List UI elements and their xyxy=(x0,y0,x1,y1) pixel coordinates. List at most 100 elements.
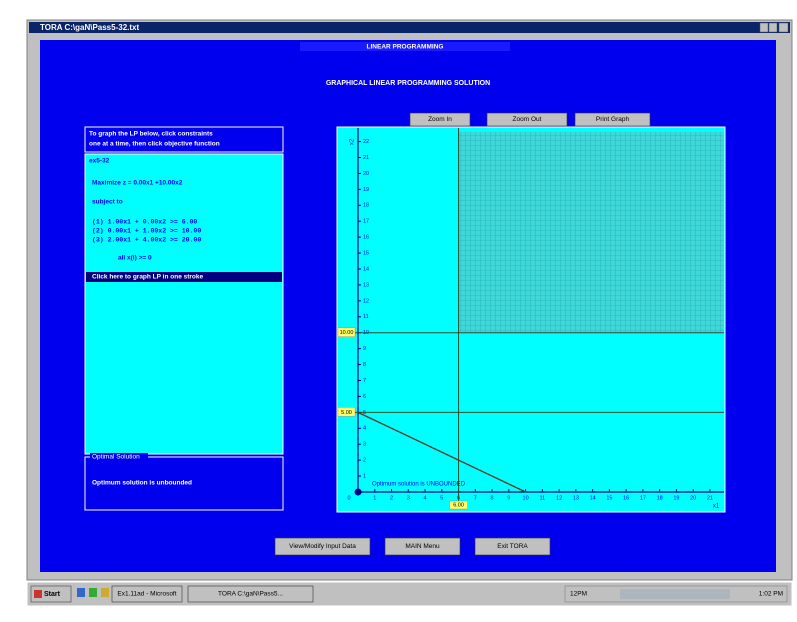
quick-launch-icon[interactable] xyxy=(101,588,109,597)
x-tick-label: 10 xyxy=(523,495,529,501)
x-tick-label: 19 xyxy=(673,495,679,501)
button[interactable] xyxy=(111,585,183,603)
button-label[interactable]: MAIN Menu xyxy=(405,543,440,550)
clock: 1:02 PM xyxy=(759,591,783,598)
constraint[interactable]: (3) 2.00x1 + 4.00x2 >= 20.00 xyxy=(92,237,201,244)
x-tick-label: 21 xyxy=(707,495,713,501)
x-tick-label: 0 xyxy=(347,495,350,501)
optimal-box xyxy=(84,456,284,511)
nonnegativity: all x(i) >= 0 xyxy=(118,255,152,262)
objective[interactable]: Maximize z = 0.00x1 +10.00x2 xyxy=(92,180,183,187)
x-axis-label: x1 xyxy=(713,504,720,510)
button-label[interactable]: Print Graph xyxy=(596,116,630,123)
button-label[interactable]: Zoom Out xyxy=(513,116,542,123)
y-tick-label: 21 xyxy=(363,155,369,161)
app-title-strip xyxy=(300,42,510,51)
origin-dot xyxy=(354,488,362,496)
optimal-title: Optimal Solution xyxy=(92,454,140,461)
marker-label-bg xyxy=(449,500,468,510)
app-title: LINEAR PROGRAMMING xyxy=(367,44,444,51)
x-tick-label: 15 xyxy=(606,495,612,501)
x-tick-label: 14 xyxy=(590,495,596,501)
x-tick-label: 3 xyxy=(407,495,410,501)
marker-label-bg xyxy=(337,327,356,337)
y-tick-label: 16 xyxy=(363,235,369,241)
y-tick-label: 11 xyxy=(363,314,369,320)
marker-label: 5.00 xyxy=(341,410,352,416)
x-tick-label: 4 xyxy=(424,495,427,501)
heading: GRAPHICAL LINEAR PROGRAMMING SOLUTION xyxy=(326,80,490,87)
constraint-line xyxy=(357,411,526,493)
x-tick-label: 20 xyxy=(690,495,696,501)
button[interactable] xyxy=(574,112,651,127)
button[interactable] xyxy=(486,112,568,127)
x-tick-label: 13 xyxy=(573,495,579,501)
tray-icons xyxy=(620,589,730,599)
constraint[interactable]: (1) 1.00x1 + 0.00x2 >= 6.00 xyxy=(92,219,197,226)
button-label[interactable]: Exit TORA xyxy=(497,543,528,550)
x-tick-label: 5 xyxy=(440,495,443,501)
y-tick-label: 9 xyxy=(363,346,366,352)
tray-status: 12PM xyxy=(570,591,587,598)
feasible-region xyxy=(458,132,724,333)
button-label[interactable]: View/Modify Input Data xyxy=(289,543,356,550)
y-tick-label: 18 xyxy=(363,203,369,209)
x-tick-label: 1 xyxy=(373,495,376,501)
subject-to: subject to xyxy=(92,199,123,206)
graph-all[interactable]: Click here to graph LP in one stroke xyxy=(92,274,204,281)
x-tick-label: 7 xyxy=(474,495,477,501)
marker-label: 10.00 xyxy=(340,330,354,336)
instructions-line: one at a time, then click objective func… xyxy=(89,141,220,148)
button[interactable] xyxy=(187,585,314,603)
y-tick-label: 7 xyxy=(363,378,366,384)
start-logo xyxy=(34,590,42,598)
constraint[interactable]: (2) 0.00x1 + 1.00x2 >= 10.00 xyxy=(92,228,201,235)
minimize-button[interactable] xyxy=(759,22,769,33)
graph-note: Optimum solution is UNBOUNDED xyxy=(372,482,466,488)
x-tick-label: 2 xyxy=(390,495,393,501)
maximize-button[interactable] xyxy=(768,22,778,33)
button[interactable] xyxy=(474,537,551,556)
window-title: TORA C:\gaN\Pass5-32.txt xyxy=(40,23,139,32)
close-button[interactable] xyxy=(778,22,789,33)
x-tick-label: 16 xyxy=(623,495,629,501)
instructions-box xyxy=(84,126,284,153)
y-tick-label: 2 xyxy=(363,458,366,464)
x-tick-label: 12 xyxy=(556,495,562,501)
button[interactable] xyxy=(274,537,371,556)
button[interactable] xyxy=(409,112,471,127)
y-tick-label: 14 xyxy=(363,266,369,272)
optimal-text: Optimum solution is unbounded xyxy=(92,480,192,487)
marker-label-bg xyxy=(337,407,356,417)
graph-all-row[interactable] xyxy=(86,272,282,282)
instructions-line: To graph the LP below, click constraints xyxy=(89,131,213,138)
title-bar xyxy=(29,22,790,33)
button[interactable] xyxy=(384,537,461,556)
x-tick-label: 8 xyxy=(491,495,494,501)
y-tick-label: 15 xyxy=(363,251,369,257)
start-label[interactable]: Start xyxy=(44,591,61,598)
x-tick-label: 9 xyxy=(507,495,510,501)
quick-launch-icon[interactable] xyxy=(77,588,85,597)
button-label[interactable]: Zoom In xyxy=(428,116,452,123)
x-tick-label: 17 xyxy=(640,495,646,501)
y-tick-label: 12 xyxy=(363,298,369,304)
optimal-title-bg xyxy=(90,453,148,461)
y-tick-label: 17 xyxy=(363,219,369,225)
y-tick-label: 1 xyxy=(363,474,366,480)
button-label[interactable]: TORA C:\gaN\Pass5... xyxy=(218,591,283,598)
y-axis-label: x2 xyxy=(350,138,356,145)
model-list[interactable] xyxy=(84,153,284,455)
y-tick-label: 19 xyxy=(363,187,369,193)
marker-label: 6.00 xyxy=(453,502,464,508)
x-tick-label: 11 xyxy=(539,495,545,501)
quick-launch-icon[interactable] xyxy=(89,588,97,597)
button-label[interactable]: Ex1.11ad - Microsoft xyxy=(117,591,176,598)
y-tick-label: 6 xyxy=(363,394,366,400)
y-tick-label: 3 xyxy=(363,442,366,448)
y-tick-label: 13 xyxy=(363,282,369,288)
y-tick-label: 8 xyxy=(363,362,366,368)
model-name[interactable]: ex5-32 xyxy=(89,158,110,165)
